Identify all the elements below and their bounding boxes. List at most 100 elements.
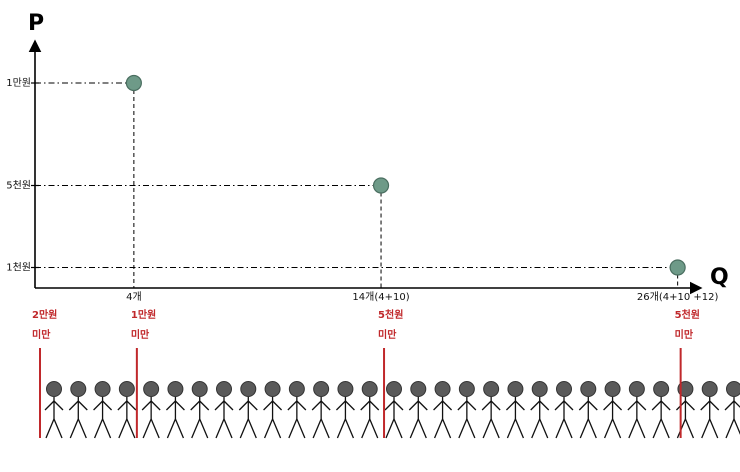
person-arm-right (150, 400, 161, 411)
person-leg-left (603, 418, 614, 439)
person-head (726, 381, 740, 397)
person-head (701, 381, 718, 397)
person-leg-left (166, 418, 177, 439)
person-leg-right (417, 418, 427, 439)
person-leg-left (506, 418, 517, 439)
person-leg-right (126, 418, 136, 439)
person-arm-right (53, 400, 64, 411)
person-figure-16 (433, 381, 453, 439)
person-figure-12 (335, 381, 355, 439)
person-leg-left (215, 418, 225, 439)
person-head (240, 381, 257, 397)
person-leg-right (636, 418, 646, 439)
y-tick-label-0: 1만원 (6, 77, 31, 89)
person-figure-3 (117, 381, 137, 439)
person-leg-left (361, 418, 371, 439)
person-head (361, 381, 378, 397)
person-leg-left (725, 418, 735, 439)
person-figure-19 (505, 381, 525, 439)
y-axis-label: P (28, 11, 44, 36)
person-arm-right (709, 400, 720, 411)
person-arm-right (490, 400, 501, 411)
person-leg-left (555, 418, 565, 439)
person-leg-left (69, 418, 79, 439)
person-figure-1 (68, 381, 88, 439)
person-arm-left (141, 400, 152, 411)
person-arm-left (554, 400, 565, 411)
person-head (434, 381, 451, 397)
threshold-label-0: 2만원 (32, 308, 57, 321)
person-head (604, 381, 621, 397)
person-head (677, 381, 694, 397)
person-leg-right (369, 418, 379, 439)
person-leg-left (142, 418, 152, 439)
person-head (70, 381, 87, 397)
person-arm-left (287, 400, 298, 411)
person-leg-left (628, 418, 638, 439)
data-point-2 (669, 259, 686, 276)
person-leg-right (490, 418, 500, 439)
person-leg-left (531, 418, 541, 439)
person-arm-right (77, 400, 88, 411)
x-tick-label-1: 14개(4+10) (352, 291, 409, 303)
person-arm-right (733, 400, 740, 408)
person-head (628, 381, 645, 397)
person-leg-right (101, 418, 112, 439)
person-figure-24 (627, 381, 647, 439)
person-head (507, 381, 524, 397)
person-figure-5 (165, 381, 185, 439)
person-leg-right (514, 418, 525, 439)
person-figure-8 (238, 381, 258, 439)
person-arm-left (408, 400, 419, 411)
person-arm-right (417, 400, 428, 411)
person-arm-right (514, 400, 525, 411)
person-head (118, 381, 135, 397)
person-head (458, 381, 475, 397)
person-leg-left (409, 418, 419, 439)
person-leg-right (660, 418, 670, 439)
person-arm-right (247, 400, 258, 411)
person-figure-28 (724, 381, 740, 439)
person-arm-left (603, 400, 614, 411)
x-axis-label: Q (710, 265, 729, 290)
threshold-sublabel-2: 미만 (378, 328, 397, 341)
person-figure-17 (457, 381, 477, 439)
person-head (531, 381, 548, 397)
person-leg-right (199, 418, 209, 439)
data-point-0 (125, 74, 142, 92)
person-leg-right (150, 418, 160, 439)
person-arm-left (578, 400, 589, 411)
person-leg-left (93, 418, 104, 439)
person-arm-right (612, 400, 623, 411)
person-arm-left (44, 400, 55, 411)
person-leg-left (701, 418, 711, 439)
person-arm-left (238, 400, 249, 411)
threshold-label-3: 5천원 (675, 308, 700, 321)
person-leg-left (288, 418, 298, 439)
person-leg-right (77, 418, 87, 439)
person-arm-left (724, 400, 735, 411)
person-leg-right (563, 418, 573, 439)
person-leg-left (433, 418, 444, 439)
person-arm-right (466, 400, 477, 411)
person-head (653, 381, 670, 397)
threshold-sublabel-1: 미만 (131, 328, 150, 341)
person-leg-right (587, 418, 597, 439)
y-tick-label-2: 1천원 (6, 262, 31, 274)
person-leg-right (174, 418, 185, 439)
x-tick-label-0: 4개 (126, 291, 142, 303)
person-head (556, 381, 572, 397)
person-leg-right (247, 418, 257, 439)
person-head (46, 381, 62, 397)
person-leg-right (684, 418, 695, 439)
person-leg-left (312, 418, 322, 439)
person-arm-left (165, 400, 176, 411)
person-arm-right (296, 400, 307, 411)
person-figure-18 (481, 381, 501, 439)
person-leg-left (579, 418, 589, 439)
person-leg-right (733, 418, 740, 435)
person-head (288, 381, 305, 397)
guide-lines (31, 82, 679, 288)
threshold-sublabel-0: 미만 (32, 328, 51, 341)
person-arm-right (587, 400, 598, 411)
